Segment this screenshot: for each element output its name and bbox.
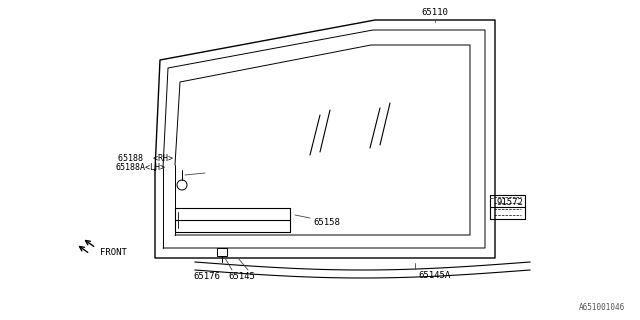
- Text: 65176: 65176: [193, 272, 220, 281]
- Text: 65188A<LH>: 65188A<LH>: [115, 163, 165, 172]
- Text: 91572: 91572: [496, 198, 523, 207]
- Text: 65145A: 65145A: [418, 271, 451, 280]
- Bar: [217, 248, 227, 256]
- Text: 65188  <RH>: 65188 <RH>: [118, 154, 173, 163]
- Text: 65145: 65145: [228, 272, 255, 281]
- Text: 65110: 65110: [422, 8, 449, 17]
- Text: 65158: 65158: [313, 218, 340, 227]
- Text: A651001046: A651001046: [579, 303, 625, 312]
- Text: FRONT: FRONT: [100, 248, 127, 257]
